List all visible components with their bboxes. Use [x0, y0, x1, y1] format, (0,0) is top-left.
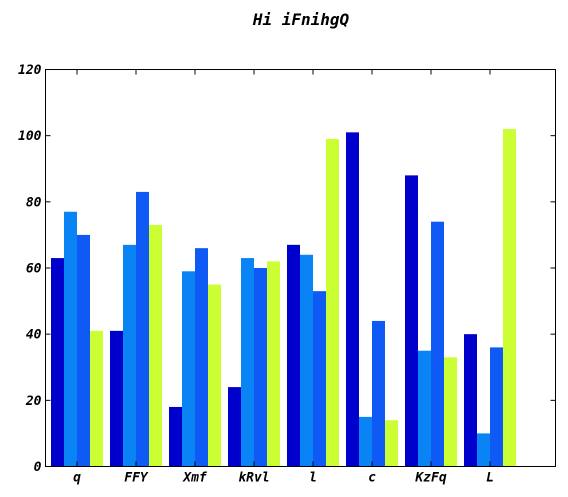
- bar-q-series-4: [90, 330, 103, 467]
- bar-l-series-4: [326, 138, 339, 467]
- bar-KzFq-series-2: [418, 350, 431, 467]
- y-tick-label: 60: [26, 262, 42, 277]
- bar-q-series-2: [64, 211, 77, 467]
- bar-Xmf-series-1: [169, 406, 182, 467]
- bar-Xmf-series-4: [208, 284, 221, 467]
- bar-KzFq-series-1: [405, 175, 418, 467]
- bar-L-series-4: [503, 129, 516, 467]
- bar-c-series-3: [372, 320, 385, 467]
- y-tick-label: 20: [25, 394, 42, 409]
- bar-q-series-1: [51, 258, 64, 467]
- bar-KzFq-series-4: [444, 357, 457, 467]
- y-tick-label: 120: [18, 63, 42, 78]
- y-axis: 0 20 40 60 80 100 120: [18, 63, 556, 475]
- bar-FFY-series-1: [110, 330, 123, 467]
- x-tick-label-KzFq: KzFq: [414, 471, 446, 486]
- chart-title: Hi iFnihgQ: [252, 10, 350, 29]
- bar-FFY-series-4: [149, 224, 162, 467]
- bar-FFY-series-3: [136, 191, 149, 467]
- x-tick-label-Xmf: Xmf: [182, 471, 208, 486]
- y-tick-label: 40: [26, 328, 42, 343]
- bar-kRvl-series-4: [267, 261, 280, 467]
- bar-L-series-2: [477, 433, 490, 467]
- bars-group: [51, 129, 516, 467]
- y-tick-label: 100: [18, 129, 42, 144]
- x-tick-label-l: l: [309, 471, 317, 486]
- x-tick-label-q: q: [73, 471, 81, 486]
- bar-Xmf-series-2: [182, 271, 195, 467]
- bar-KzFq-series-3: [431, 221, 444, 467]
- x-tick-label-L: L: [486, 471, 494, 486]
- bar-l-series-3: [313, 291, 326, 467]
- x-axis: q FFY Xmf kRvl l c KzFq L: [73, 69, 494, 486]
- bar-l-series-1: [287, 244, 300, 467]
- bar-kRvl-series-3: [254, 268, 267, 467]
- bar-kRvl-series-1: [228, 387, 241, 467]
- plot-frame: [45, 69, 556, 467]
- x-tick-label-c: c: [368, 471, 376, 486]
- x-tick-label-kRvl: kRvl: [238, 471, 269, 486]
- bar-L-series-3: [490, 347, 503, 467]
- bar-c-series-2: [359, 416, 372, 467]
- y-tick-label: 80: [26, 195, 42, 210]
- bar-L-series-1: [464, 334, 477, 467]
- bar-kRvl-series-2: [241, 258, 254, 467]
- bar-c-series-4: [385, 420, 398, 467]
- y-tick-label: 0: [34, 460, 42, 475]
- bar-c-series-1: [346, 132, 359, 467]
- bar-Xmf-series-3: [195, 248, 208, 467]
- bar-l-series-2: [300, 254, 313, 467]
- x-tick-label-FFY: FFY: [124, 471, 149, 486]
- bar-FFY-series-2: [123, 244, 136, 467]
- bar-q-series-3: [77, 234, 90, 467]
